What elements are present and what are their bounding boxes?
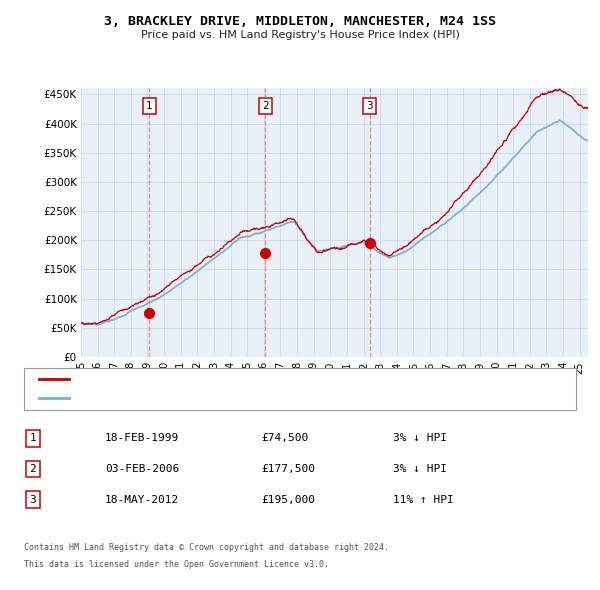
Text: 2: 2 xyxy=(262,101,269,111)
Text: 2: 2 xyxy=(29,464,37,474)
Text: 1: 1 xyxy=(146,101,153,111)
Text: 3% ↓ HPI: 3% ↓ HPI xyxy=(393,464,447,474)
Text: 18-MAY-2012: 18-MAY-2012 xyxy=(105,495,179,504)
Text: £74,500: £74,500 xyxy=(261,434,308,443)
Text: Contains HM Land Registry data © Crown copyright and database right 2024.: Contains HM Land Registry data © Crown c… xyxy=(24,543,389,552)
Text: This data is licensed under the Open Government Licence v3.0.: This data is licensed under the Open Gov… xyxy=(24,559,329,569)
Text: 1: 1 xyxy=(29,434,37,443)
Text: 11% ↑ HPI: 11% ↑ HPI xyxy=(393,495,454,504)
Text: HPI: Average price, detached house, Rochdale: HPI: Average price, detached house, Roch… xyxy=(75,394,328,402)
Text: 3: 3 xyxy=(367,101,373,111)
Text: £195,000: £195,000 xyxy=(261,495,315,504)
Text: 18-FEB-1999: 18-FEB-1999 xyxy=(105,434,179,443)
Text: Price paid vs. HM Land Registry's House Price Index (HPI): Price paid vs. HM Land Registry's House … xyxy=(140,31,460,40)
Text: £177,500: £177,500 xyxy=(261,464,315,474)
Text: 03-FEB-2006: 03-FEB-2006 xyxy=(105,464,179,474)
Text: 3, BRACKLEY DRIVE, MIDDLETON, MANCHESTER, M24 1SS: 3, BRACKLEY DRIVE, MIDDLETON, MANCHESTER… xyxy=(104,15,496,28)
Text: 3: 3 xyxy=(29,495,37,504)
Text: 3, BRACKLEY DRIVE, MIDDLETON, MANCHESTER, M24 1SS (detached house): 3, BRACKLEY DRIVE, MIDDLETON, MANCHESTER… xyxy=(75,375,455,384)
Text: 3% ↓ HPI: 3% ↓ HPI xyxy=(393,434,447,443)
